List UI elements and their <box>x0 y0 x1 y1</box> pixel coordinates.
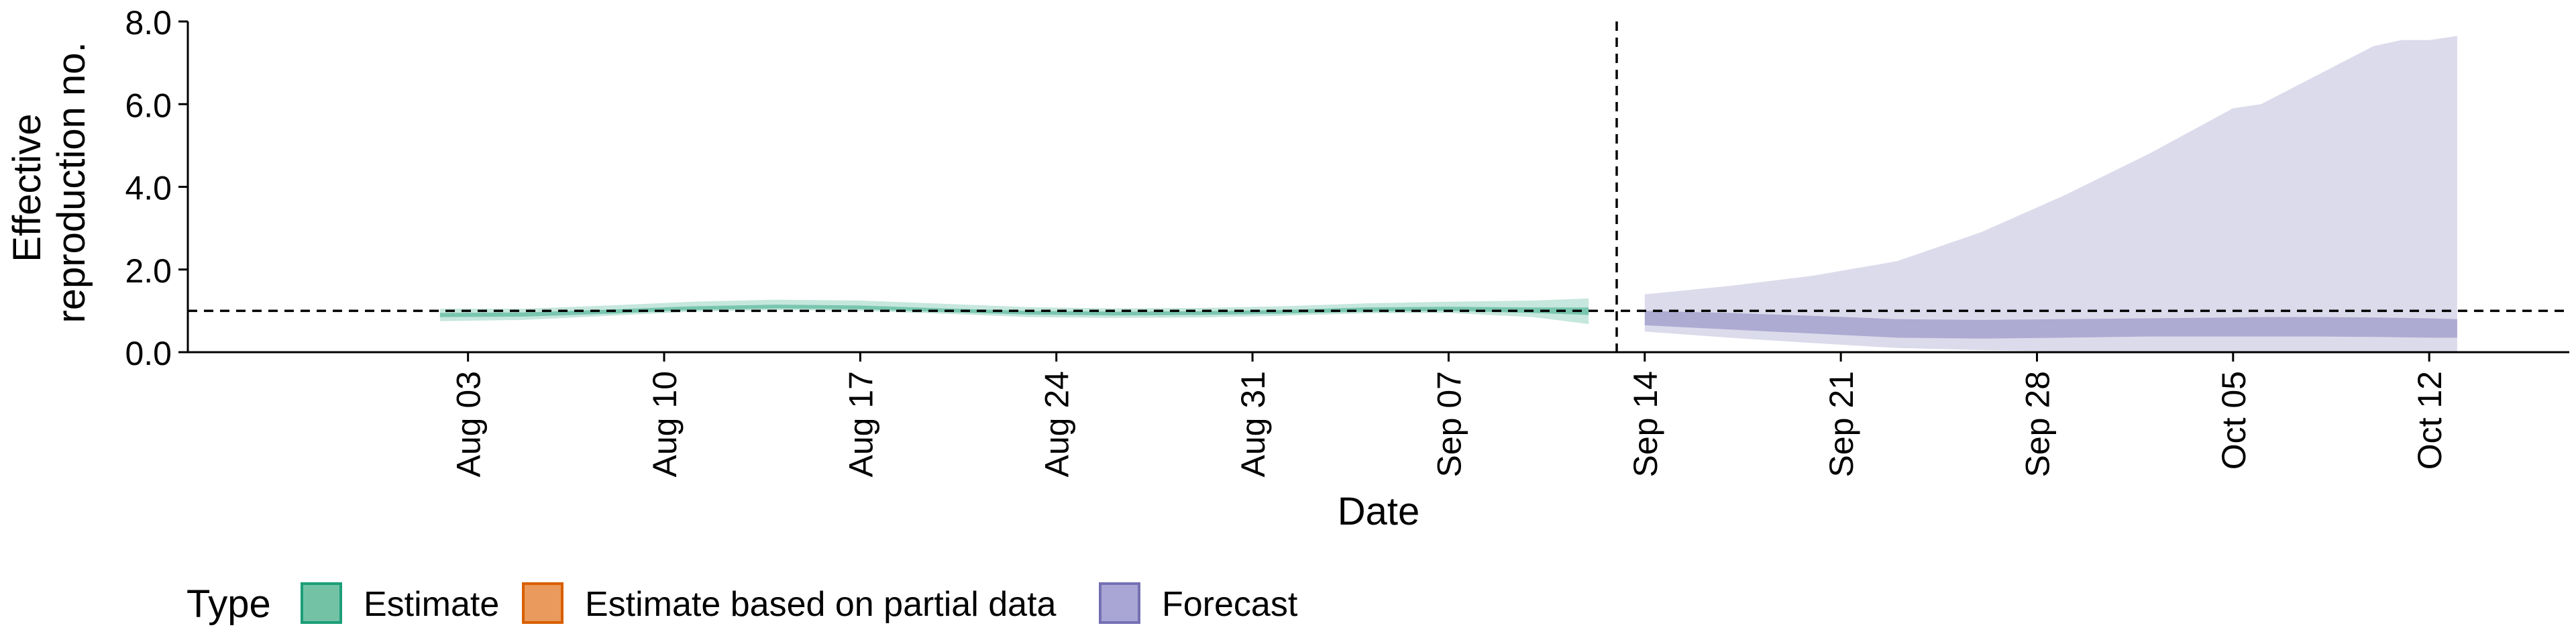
x-tick-label: Aug 24 <box>1038 371 1076 477</box>
y-axis-label: Effective reproduction no. <box>5 42 93 323</box>
legend-title: Type <box>186 582 271 626</box>
x-tick-label: Sep 28 <box>2019 371 2057 477</box>
y-axis: 0.0 2.0 4.0 6.0 8.0 <box>125 4 189 372</box>
x-axis: Aug 03 Aug 10 Aug 17 Aug 24 Aug 31 Sep 07 Sep … <box>188 351 2569 477</box>
legend: Type Estimate Estimate based on partial d… <box>186 582 1298 626</box>
y-axis-label-line-2: reproduction no. <box>50 42 93 323</box>
x-tick-label: Sep 21 <box>1823 371 1860 477</box>
legend-label-estimate-based-on-partial-data: Estimate based on partial data <box>585 585 1057 624</box>
y-tick-label: 0.0 <box>125 335 172 372</box>
x-tick-label: Sep 14 <box>1627 371 1664 477</box>
y-tick-label: 8.0 <box>125 4 172 42</box>
legend-label-forecast: Forecast <box>1162 585 1298 624</box>
x-tick-label: Sep 07 <box>1430 371 1468 477</box>
forecast-inner-band <box>1644 311 2457 339</box>
x-axis-label: Date <box>1338 490 1420 533</box>
legend-key-estimate <box>301 582 342 624</box>
x-tick-label: Aug 10 <box>646 371 684 477</box>
legend-key-forecast <box>1099 582 1140 624</box>
y-tick-label: 4.0 <box>125 170 172 207</box>
y-tick-label: 2.0 <box>125 252 172 290</box>
x-tick-label: Aug 31 <box>1234 371 1272 477</box>
x-tick-label: Oct 05 <box>2215 371 2253 470</box>
x-tick-label: Aug 03 <box>450 371 488 477</box>
x-tick-label: Aug 17 <box>842 371 879 477</box>
legend-key-estimate-based-on-partial-data <box>522 582 564 624</box>
y-tick-label: 6.0 <box>125 87 172 124</box>
x-tick-label: Oct 12 <box>2411 371 2449 470</box>
y-axis-label-line-1: Effective <box>5 113 49 262</box>
plot-area <box>188 21 2569 352</box>
legend-label-estimate: Estimate <box>364 585 499 624</box>
forecast-outer-band <box>1644 36 2457 352</box>
